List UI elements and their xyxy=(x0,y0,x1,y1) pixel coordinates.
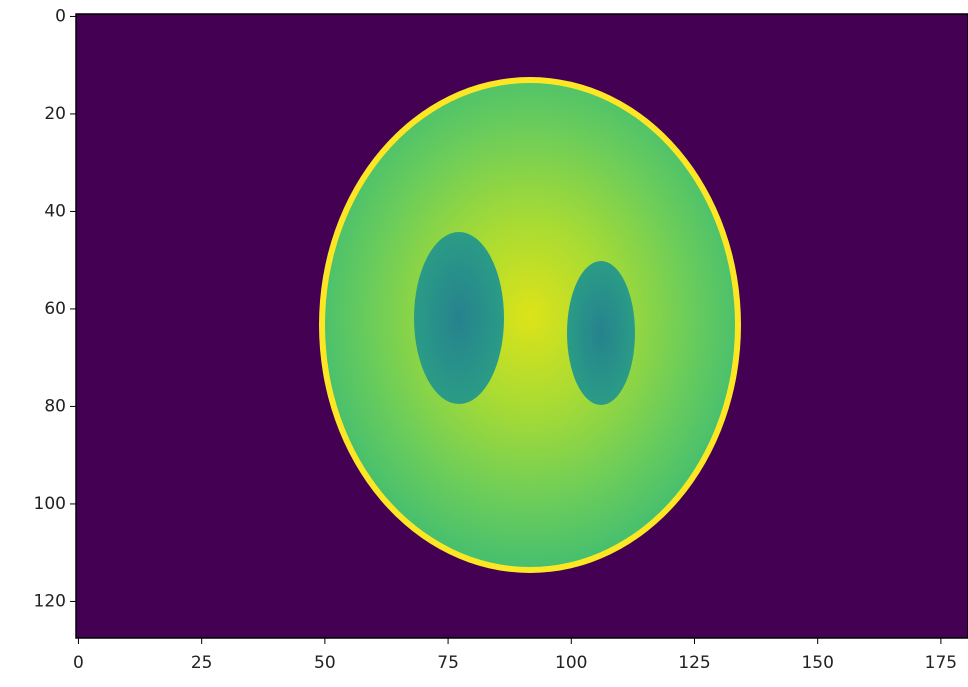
y-tick-label: 60 xyxy=(44,299,66,319)
image xyxy=(76,14,968,638)
y-tick-label: 100 xyxy=(34,494,66,514)
x-tick-label: 150 xyxy=(801,653,833,673)
x-tick-label: 25 xyxy=(191,653,213,673)
y-tick-label: 40 xyxy=(44,201,66,221)
phantom-body xyxy=(325,83,735,567)
x-tick-label: 50 xyxy=(314,653,336,673)
right-ellipse xyxy=(567,261,635,405)
y-tick-label: 20 xyxy=(44,104,66,124)
y-tick-label: 120 xyxy=(34,591,66,611)
x-tick-label: 100 xyxy=(555,653,587,673)
axes-frame xyxy=(75,13,968,639)
y-tick-label: 0 xyxy=(55,6,66,26)
left-ellipse xyxy=(414,232,504,404)
x-tick-label: 75 xyxy=(437,653,459,673)
x-tick-label: 0 xyxy=(73,653,84,673)
y-tick-label: 80 xyxy=(44,396,66,416)
x-tick-label: 175 xyxy=(925,653,957,673)
x-tick-label: 125 xyxy=(678,653,710,673)
